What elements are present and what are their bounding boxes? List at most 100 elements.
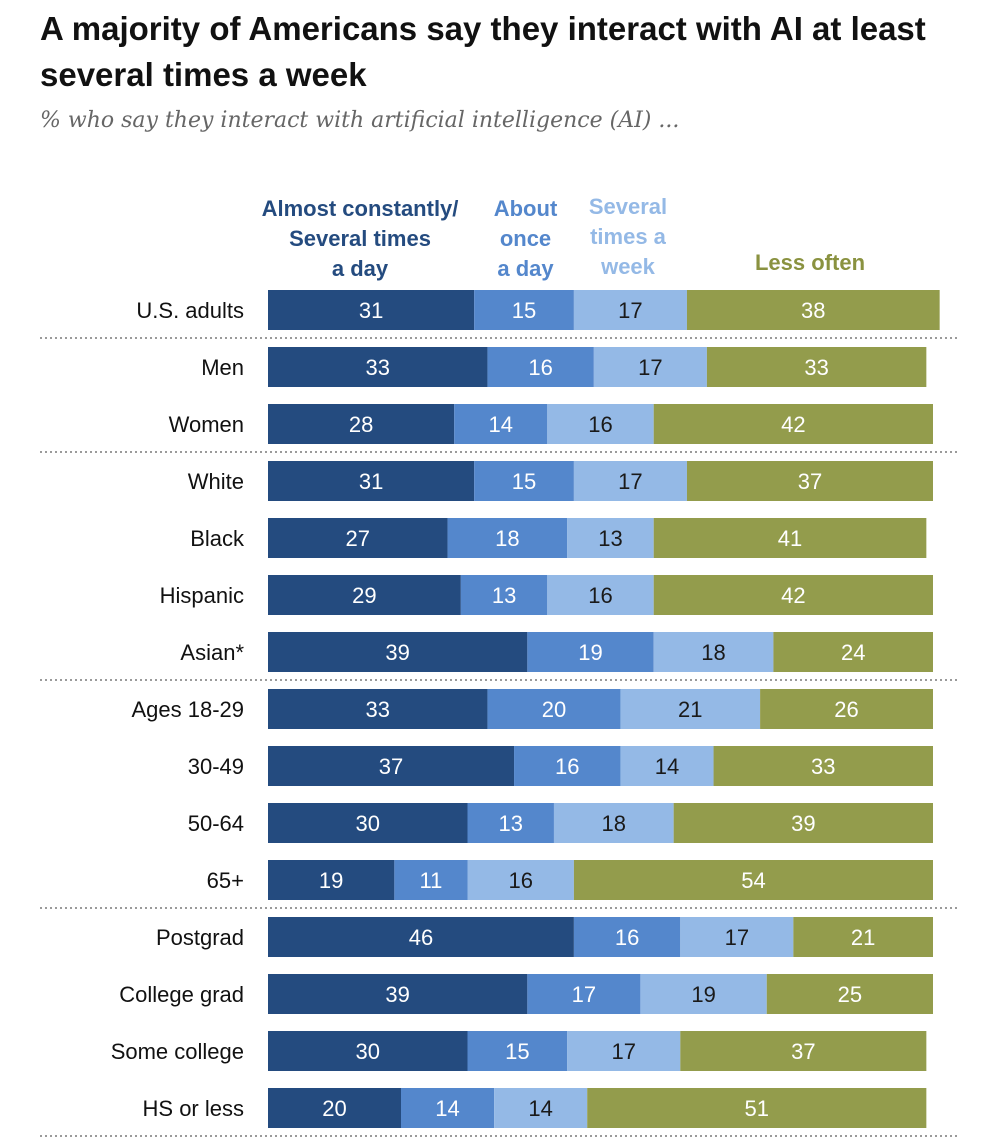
row-label: 50-64 — [188, 811, 244, 836]
legend-line: Several — [588, 194, 668, 219]
bar-value-label: 17 — [725, 925, 749, 950]
bar-value-label: 15 — [512, 298, 536, 323]
bar-value-label: 14 — [435, 1096, 459, 1121]
bar-segment — [268, 461, 475, 501]
bar-value-label: 33 — [804, 355, 828, 380]
row-label: Black — [190, 526, 245, 551]
bar-value-label: 16 — [508, 868, 532, 893]
bar-segment — [268, 689, 488, 729]
bar-value-label: 39 — [385, 640, 409, 665]
bar-segment — [467, 860, 574, 900]
bar-segment — [268, 803, 468, 843]
bar-value-label: 18 — [602, 811, 626, 836]
bar-segment — [553, 803, 674, 843]
legend-line: once — [499, 226, 552, 251]
row-label: Women — [169, 412, 244, 437]
bar-segment — [394, 860, 468, 900]
bar-value-label: 19 — [691, 982, 715, 1007]
bar-segment — [268, 404, 455, 444]
bar-value-label: 46 — [409, 925, 433, 950]
row-label: College grad — [119, 982, 244, 1007]
bar-segment — [268, 917, 574, 957]
bar-value-label: 37 — [379, 754, 403, 779]
bar-value-label: 26 — [834, 697, 858, 722]
bar-segment — [547, 575, 654, 615]
bar-segment — [653, 575, 933, 615]
bar-value-label: 28 — [349, 412, 373, 437]
bar-segment — [268, 1088, 401, 1128]
bar-value-label: 54 — [741, 868, 765, 893]
bar-value-label: 33 — [811, 754, 835, 779]
bar-segment — [573, 290, 687, 330]
row-label: Some college — [111, 1039, 244, 1064]
row-label: Postgrad — [156, 925, 244, 950]
bar-value-label: 18 — [701, 640, 725, 665]
bar-value-label: 11 — [420, 868, 443, 893]
bar-value-label: 14 — [655, 754, 679, 779]
bar-value-label: 13 — [498, 811, 522, 836]
bar-segment — [514, 746, 621, 786]
bar-segment — [474, 461, 574, 501]
bar-segment — [593, 347, 707, 387]
bar-segment — [454, 404, 548, 444]
bar-value-label: 17 — [618, 469, 642, 494]
bar-value-label: 19 — [319, 868, 343, 893]
row-label: White — [188, 469, 244, 494]
row-label: Hispanic — [160, 583, 244, 608]
bar-value-label: 16 — [555, 754, 579, 779]
legend-almost-constantly: Almost constantly/Several times a day — [245, 194, 475, 284]
bar-value-label: 17 — [638, 355, 662, 380]
bar-segment — [268, 347, 488, 387]
bar-segment — [573, 461, 687, 501]
bar-value-label: 30 — [356, 1039, 380, 1064]
bar-value-label: 16 — [588, 583, 612, 608]
row-label: 30-49 — [188, 754, 244, 779]
row-label: Men — [201, 355, 244, 380]
bar-value-label: 37 — [798, 469, 822, 494]
bar-value-label: 25 — [838, 982, 862, 1007]
bar-segment — [460, 575, 548, 615]
bar-segment — [494, 1088, 588, 1128]
bar-segment — [573, 917, 681, 957]
bar-segment — [673, 803, 933, 843]
legend-once-a-day: About once a day — [478, 194, 573, 284]
bar-value-label: 17 — [618, 298, 642, 323]
bar-segment — [653, 404, 933, 444]
legend-line: Several times — [289, 226, 431, 251]
legend-less-often: Less often — [690, 248, 930, 278]
bar-segment — [268, 974, 528, 1014]
bar-value-label: 16 — [615, 925, 639, 950]
bar-segment — [401, 1088, 495, 1128]
bar-value-label: 14 — [528, 1096, 552, 1121]
bar-segment — [268, 746, 515, 786]
row-label: HS or less — [143, 1096, 244, 1121]
legend-line: Almost constantly/ — [261, 196, 459, 221]
legend-line: Less often — [754, 250, 866, 275]
chart-subtitle: % who say they interact with artificial … — [40, 108, 680, 133]
bar-segment — [547, 404, 654, 444]
bar-segment — [447, 518, 568, 558]
bar-value-label: 31 — [359, 298, 383, 323]
bar-segment — [686, 461, 933, 501]
bar-value-label: 42 — [781, 583, 805, 608]
row-label: Asian* — [180, 640, 244, 665]
legend-line: a day — [331, 256, 389, 281]
bar-segment — [527, 974, 641, 1014]
bar-value-label: 38 — [801, 298, 825, 323]
bar-value-label: 21 — [678, 697, 702, 722]
bar-value-label: 16 — [528, 355, 552, 380]
bar-segment — [680, 1031, 927, 1071]
bar-segment — [268, 290, 475, 330]
bar-segment — [527, 632, 654, 672]
bar-value-label: 13 — [492, 583, 516, 608]
bar-segment — [640, 974, 767, 1014]
bar-value-label: 20 — [542, 697, 566, 722]
bar-segment — [474, 290, 574, 330]
bar-segment — [567, 1031, 681, 1071]
bar-value-label: 16 — [588, 412, 612, 437]
legend-line: week — [601, 254, 655, 279]
bar-segment — [773, 632, 933, 672]
bar-segment — [573, 860, 933, 900]
bar-value-label: 41 — [778, 526, 802, 551]
legend-line: About — [493, 196, 558, 221]
